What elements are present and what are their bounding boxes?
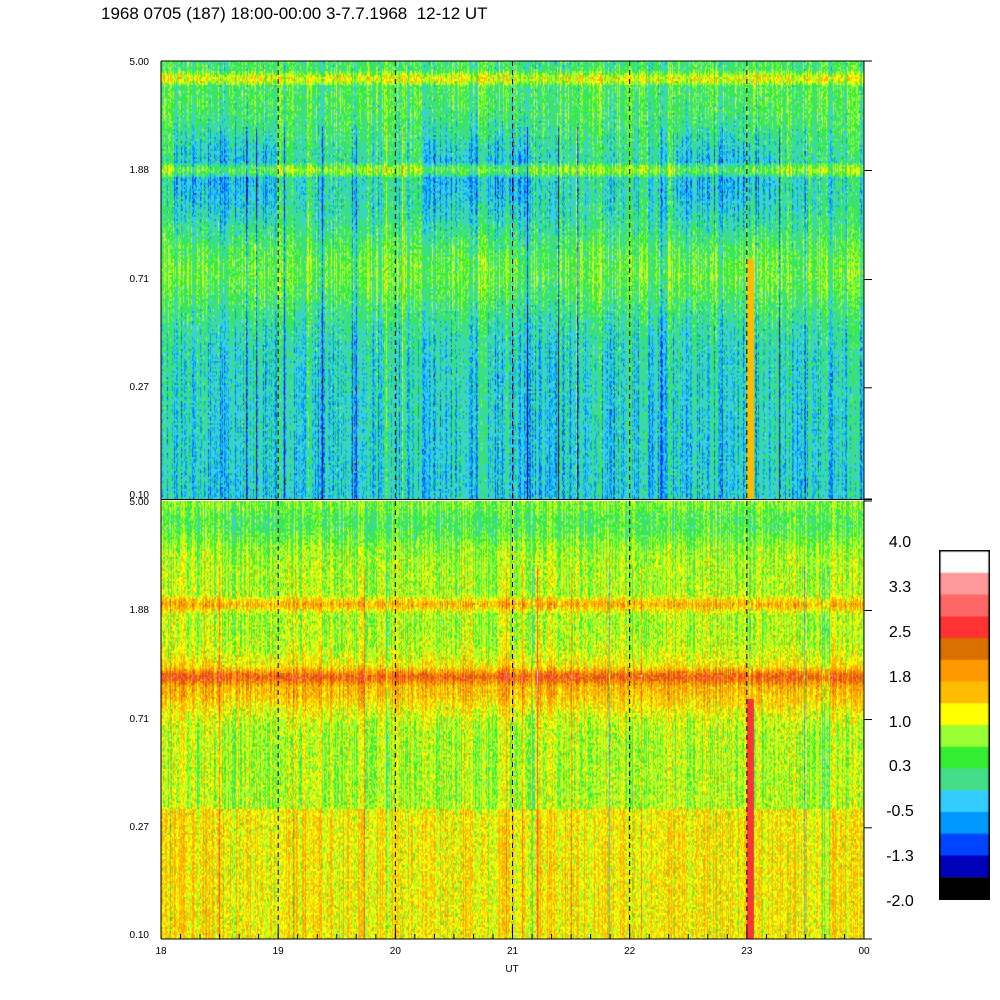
- colorbar-label: -2.0: [886, 893, 914, 910]
- colorbar-label: 1.8: [888, 668, 912, 686]
- spectrogram-panel-top: [161, 61, 864, 499]
- y-tick-label: 0.27: [129, 381, 149, 393]
- colorbar-label: 0.3: [888, 758, 912, 776]
- y-tick-label: 0.10: [129, 490, 149, 501]
- x-tick-label: 19: [272, 946, 284, 957]
- x-tick-label: 18: [155, 946, 167, 957]
- x-axis-title: UT: [505, 964, 519, 975]
- colorbar: [939, 550, 990, 900]
- y-tick-label: 5.00: [129, 57, 149, 68]
- x-tick-label: 20: [389, 946, 401, 957]
- y-tick-label: 0.27: [129, 821, 149, 833]
- y-tick-label: 1.88: [129, 164, 149, 176]
- x-tick-label: 00: [858, 946, 870, 957]
- y-tick-label: 0.71: [129, 273, 149, 285]
- x-tick-label: 21: [506, 946, 519, 957]
- colorbar-label: -0.5: [886, 803, 914, 821]
- y-tick-label: 0.10: [129, 930, 149, 941]
- chart-title: 1968 0705 (187) 18:00-00:00 3-7.7.1968 1…: [101, 4, 488, 23]
- hour-gridlines-bottom: [277, 501, 748, 939]
- x-tick-label: 22: [624, 946, 636, 957]
- y-tick-label: 1.88: [129, 604, 149, 616]
- colorbar-label: 2.5: [888, 623, 912, 641]
- colorbar-label: 1.0: [888, 713, 912, 731]
- hour-gridlines-top: [277, 61, 748, 499]
- y-tick-label: 5.00: [129, 497, 149, 508]
- y-tick-label: 0.71: [129, 713, 149, 725]
- x-tick-label: 23: [741, 946, 753, 957]
- colorbar-label: -1.3: [886, 848, 914, 866]
- colorbar-label: 4.0: [888, 534, 912, 551]
- colorbar-label: 3.3: [888, 578, 912, 596]
- spectrogram-panel-bottom: [161, 501, 864, 939]
